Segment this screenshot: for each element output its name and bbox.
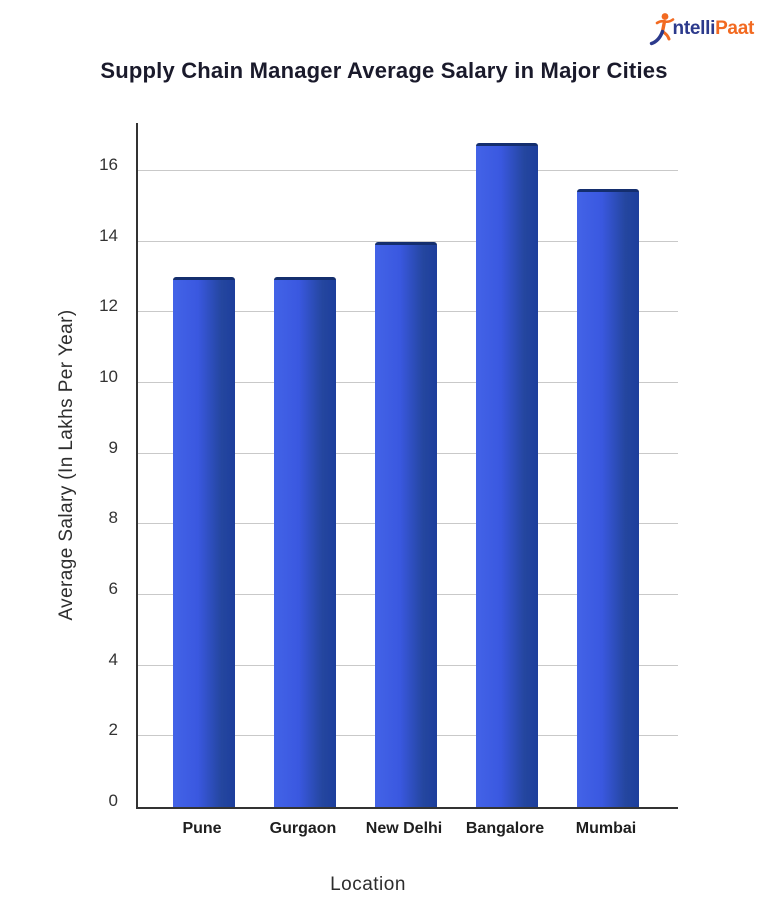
chart-title: Supply Chain Manager Average Salary in M… <box>100 58 668 83</box>
bar-bangalore <box>476 143 538 807</box>
bar-gurgaon <box>274 277 336 807</box>
y-tick-label: 12 <box>99 296 118 316</box>
y-tick-label: 6 <box>108 579 118 598</box>
y-tick-label: 14 <box>99 225 118 245</box>
gridline <box>138 240 678 242</box>
y-axis-tick-labels: 0 2 4 6 8 9 10 12 14 16 <box>0 123 118 810</box>
x-axis-title: Location <box>330 874 406 895</box>
x-tick-label-mumbai: Mumbai <box>575 820 637 837</box>
gridline <box>138 170 678 171</box>
bar-new-delhi <box>375 242 437 807</box>
bar-mumbai <box>577 189 639 807</box>
x-tick-label-gurgaon: Gurgaon <box>269 820 337 837</box>
brand-text-suffix: Paat <box>715 18 754 39</box>
x-tick-label-bangalore: Bangalore <box>465 820 545 837</box>
plot-area <box>136 123 678 809</box>
jumping-person-icon <box>649 13 674 46</box>
y-tick-label: 2 <box>108 720 118 740</box>
x-axis-tick-labels: Pune Gurgaon New Delhi Bangalore Mumbai <box>136 820 676 844</box>
y-tick-label: 8 <box>108 508 118 528</box>
y-tick-label: 9 <box>108 437 118 457</box>
bar-pune <box>173 277 235 807</box>
brand-text: ntelliPaat <box>672 12 755 46</box>
y-tick-label: 4 <box>108 649 118 669</box>
y-tick-label: 0 <box>108 791 118 810</box>
x-tick-label-pune: Pune <box>182 820 222 837</box>
x-tick-label-new-delhi: New Delhi <box>365 820 443 837</box>
y-tick-label: 10 <box>99 367 118 386</box>
y-tick-label: 16 <box>99 155 118 174</box>
brand-text-prefix: ntelli <box>672 18 716 39</box>
intellipaat-logo: ntelliPaat <box>649 8 754 46</box>
